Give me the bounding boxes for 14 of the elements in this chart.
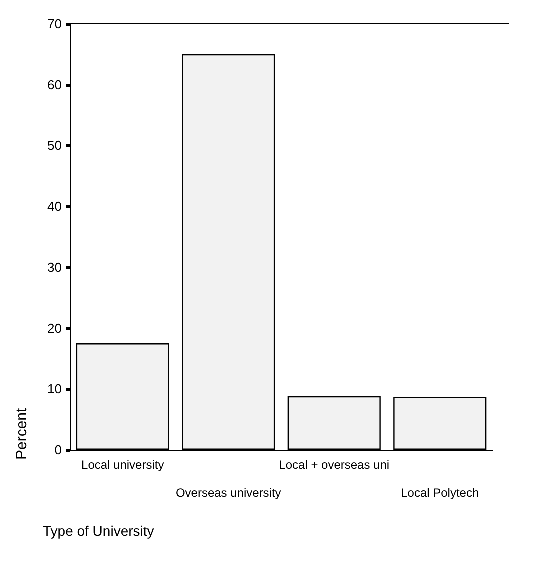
y-tick-label: 0 <box>54 442 62 458</box>
x-tick-label: Overseas university <box>176 486 282 500</box>
y-tick-label: 40 <box>48 199 62 214</box>
y-tick-label: 70 <box>48 16 62 32</box>
x-tick-label: Local university <box>82 458 164 472</box>
y-tick-label: 50 <box>48 138 62 154</box>
y-tick-label: 60 <box>48 77 62 92</box>
x-tick-label: Local Polytech <box>401 486 480 500</box>
y-tick-label: 20 <box>48 320 62 336</box>
y-tick-label: 10 <box>48 382 62 397</box>
y-axis-title: Percent <box>14 407 30 460</box>
y-tick-label: 30 <box>48 260 62 275</box>
x-tick-label: Local + overseas uni <box>279 458 390 472</box>
x-axis-title: Type of University <box>43 523 154 539</box>
